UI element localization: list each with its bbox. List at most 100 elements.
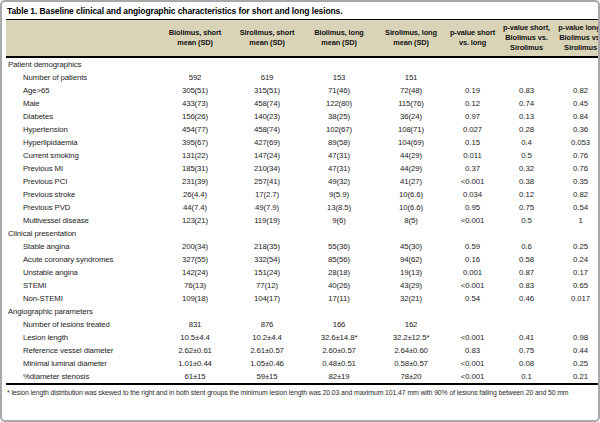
section-label: Angiographic parameters bbox=[6, 305, 600, 318]
cell-value: 0.58 bbox=[498, 253, 555, 266]
cell-value: 0.37 bbox=[447, 162, 498, 175]
table-row: Hypertension454(77)458(74)102(67)108(71)… bbox=[6, 123, 600, 136]
cell-value bbox=[498, 318, 555, 331]
cell-value: 0.95 bbox=[447, 201, 498, 214]
cell-value: 0.001 bbox=[447, 266, 498, 279]
cell-value: 8(5) bbox=[375, 214, 447, 227]
cell-value: 38(25) bbox=[303, 110, 375, 123]
column-header-pvalue-short-bio-vs-siro: p-value short, Biolimus vs. Sirolimus bbox=[498, 20, 555, 57]
cell-value: 0.011 bbox=[447, 149, 498, 162]
cell-value: <0.001 bbox=[447, 175, 498, 188]
cell-value: 0.98 bbox=[555, 331, 600, 344]
cell-value: 0.17 bbox=[555, 266, 600, 279]
cell-value: 0.16 bbox=[447, 253, 498, 266]
table-row: Previous stroke26(4.4)17(2.7)9(5.9)10(6.… bbox=[6, 188, 600, 201]
row-label: %diameter stenosis bbox=[6, 370, 159, 384]
cell-value: 0.28 bbox=[498, 123, 555, 136]
row-label: Reference vessel diameter bbox=[6, 344, 159, 357]
table-title: Table 1. Baseline clinical and angiograp… bbox=[7, 6, 594, 16]
table-row: Number of lesions treated831876166162 bbox=[6, 318, 600, 331]
cell-value: 0.034 bbox=[447, 188, 498, 201]
characteristics-table: Biolimus, short mean (SD) Sirolimus, sho… bbox=[6, 19, 600, 385]
cell-value: 0.83 bbox=[498, 279, 555, 292]
column-header-rowlabel bbox=[6, 20, 159, 57]
cell-value: 109(18) bbox=[159, 292, 231, 305]
cell-value: 49(32) bbox=[303, 175, 375, 188]
cell-value: 0.45 bbox=[555, 97, 600, 110]
cell-value: 71(46) bbox=[303, 84, 375, 97]
cell-value bbox=[498, 71, 555, 84]
table-row: Lesion length10.5±4.410.2±4.432.6±14.8*3… bbox=[6, 331, 600, 344]
cell-value: 305(51) bbox=[159, 84, 231, 97]
table-row: Acute coronary syndromes327(55)332(54)85… bbox=[6, 253, 600, 266]
cell-value: 433(73) bbox=[159, 97, 231, 110]
cell-value: 140(23) bbox=[231, 110, 303, 123]
cell-value: 0.1 bbox=[498, 370, 555, 384]
cell-value: 0.48±0.51 bbox=[303, 357, 375, 370]
cell-value: 315(51) bbox=[231, 84, 303, 97]
cell-value: 49(7.9) bbox=[231, 201, 303, 214]
cell-value: 44(29) bbox=[375, 149, 447, 162]
cell-value: 44(29) bbox=[375, 162, 447, 175]
cell-value: 119(19) bbox=[231, 214, 303, 227]
cell-value: 0.5 bbox=[498, 214, 555, 227]
table-row: Reference vessel diameter2.62±0.612.61±0… bbox=[6, 344, 600, 357]
cell-value: 45(30) bbox=[375, 240, 447, 253]
cell-value: 0.5 bbox=[498, 149, 555, 162]
cell-value: 94(62) bbox=[375, 253, 447, 266]
cell-value: 0.76 bbox=[555, 149, 600, 162]
cell-value: 218(35) bbox=[231, 240, 303, 253]
cell-value bbox=[447, 71, 498, 84]
cell-value: 151(24) bbox=[231, 266, 303, 279]
row-label: Previous MI bbox=[6, 162, 159, 175]
cell-value: 831 bbox=[159, 318, 231, 331]
cell-value: 0.54 bbox=[447, 292, 498, 305]
cell-value: 332(54) bbox=[231, 253, 303, 266]
cell-value: 458(74) bbox=[231, 123, 303, 136]
cell-value: 59±15 bbox=[231, 370, 303, 384]
cell-value: 47(31) bbox=[303, 149, 375, 162]
table-row: %diameter stenosis61±1559±1582±1978±20<0… bbox=[6, 370, 600, 384]
row-label: Acute coronary syndromes bbox=[6, 253, 159, 266]
cell-value bbox=[447, 318, 498, 331]
column-header-biolimus-short: Biolimus, short mean (SD) bbox=[159, 20, 231, 57]
row-label: Unstable angina bbox=[6, 266, 159, 279]
cell-value: 0.82 bbox=[555, 84, 600, 97]
cell-value: 0.41 bbox=[498, 331, 555, 344]
table-body: Patient demographicsNumber of patients59… bbox=[6, 57, 600, 384]
cell-value: 1 bbox=[555, 214, 600, 227]
cell-value: 131(22) bbox=[159, 149, 231, 162]
cell-value: 72(48) bbox=[375, 84, 447, 97]
cell-value: <0.001 bbox=[447, 357, 498, 370]
table-row: Current smoking131(22)147(24)47(31)44(29… bbox=[6, 149, 600, 162]
section-label: Clinical presentation bbox=[6, 227, 600, 240]
cell-value: 0.19 bbox=[447, 84, 498, 97]
cell-value: 17(11) bbox=[303, 292, 375, 305]
row-label: Stable angina bbox=[6, 240, 159, 253]
table-row: Previous MI185(31)210(34)47(31)44(29)0.3… bbox=[6, 162, 600, 175]
column-header-pvalue-short-vs-long: p-value short vs. long bbox=[447, 20, 498, 57]
table-row: Stable angina200(34)218(35)55(36)45(30)0… bbox=[6, 240, 600, 253]
cell-value: 0.75 bbox=[498, 201, 555, 214]
cell-value: 0.54 bbox=[555, 201, 600, 214]
table-row: Multivessel disease123(21)119(19)9(6)8(5… bbox=[6, 214, 600, 227]
cell-value: 61±15 bbox=[159, 370, 231, 384]
cell-value: 0.87 bbox=[498, 266, 555, 279]
cell-value: 0.83 bbox=[447, 344, 498, 357]
cell-value: 592 bbox=[159, 71, 231, 84]
cell-value: 327(55) bbox=[159, 253, 231, 266]
cell-value: 123(21) bbox=[159, 214, 231, 227]
cell-value: 9(5.9) bbox=[303, 188, 375, 201]
cell-value: 17(2.7) bbox=[231, 188, 303, 201]
cell-value: 36(24) bbox=[375, 110, 447, 123]
cell-value: 13(8.5) bbox=[303, 201, 375, 214]
section-row: Patient demographics bbox=[6, 57, 600, 71]
cell-value: 162 bbox=[375, 318, 447, 331]
cell-value: 1.01±0.44 bbox=[159, 357, 231, 370]
cell-value: 147(24) bbox=[231, 149, 303, 162]
cell-value: 28(18) bbox=[303, 266, 375, 279]
cell-value: 10(6.6) bbox=[375, 188, 447, 201]
cell-value: 876 bbox=[231, 318, 303, 331]
table-row: Male433(73)458(74)122(80)115(76)0.120.74… bbox=[6, 97, 600, 110]
table-row: Previous PCI231(39)257(41)49(32)41(27)<0… bbox=[6, 175, 600, 188]
